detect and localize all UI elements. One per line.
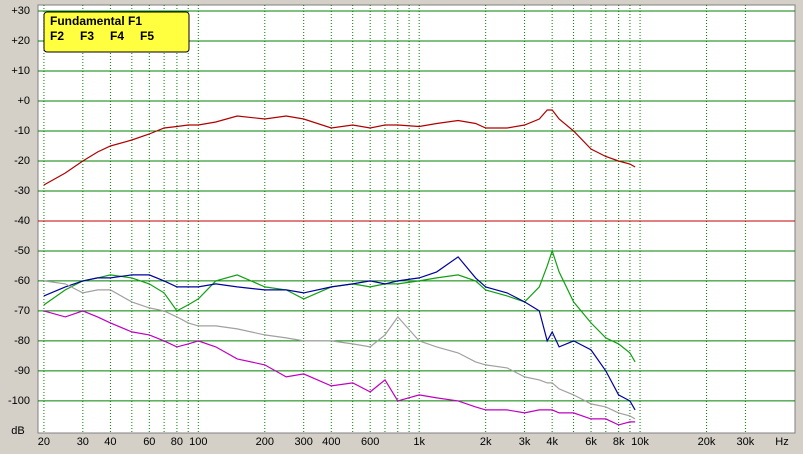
- x-tick-label: 600: [361, 436, 379, 448]
- y-tick-label: +10: [11, 65, 30, 77]
- series-line: [43, 248, 636, 363]
- legend-box: [43, 11, 190, 53]
- x-tick-label: 200: [256, 436, 274, 448]
- x-tick-label: 3k: [519, 436, 531, 448]
- legend-entry: F5: [140, 29, 154, 43]
- y-tick-label: +0: [17, 95, 30, 107]
- series-line: [43, 256, 636, 411]
- x-tick-label: 10k: [631, 436, 649, 448]
- x-tick-label: 2k: [480, 436, 492, 448]
- y-tick-label: -10: [14, 125, 30, 137]
- x-tick-label: 300: [295, 436, 313, 448]
- x-tick-label: 40: [104, 436, 116, 448]
- y-axis-label: dB: [11, 425, 24, 437]
- x-tick-label: 80: [171, 436, 183, 448]
- legend-entry: F4: [110, 29, 124, 43]
- y-tick-label: +20: [11, 35, 30, 47]
- y-tick-label: -70: [14, 305, 30, 317]
- y-tick-label: +30: [11, 5, 30, 17]
- y-tick-label: -60: [14, 275, 30, 287]
- x-tick-label: 30k: [737, 436, 755, 448]
- x-axis-label: Hz: [775, 436, 788, 448]
- x-tick-label: 1k: [413, 436, 425, 448]
- y-tick-label: -80: [14, 335, 30, 347]
- y-tick-label: -50: [14, 245, 30, 257]
- x-tick-label: 60: [143, 436, 155, 448]
- x-tick-label: 20: [38, 436, 50, 448]
- y-tick-label: -20: [14, 155, 30, 167]
- legend-entry: Fundamental F1: [50, 14, 142, 28]
- x-tick-label: 6k: [585, 436, 597, 448]
- x-tick-label: 20k: [698, 436, 716, 448]
- x-tick-label: 8k: [613, 436, 625, 448]
- series-line: [43, 280, 636, 420]
- legend-entry: F3: [80, 29, 94, 43]
- y-tick-label: -90: [14, 365, 30, 377]
- series-line: [43, 109, 636, 186]
- x-tick-label: 4k: [546, 436, 558, 448]
- y-tick-label: -40: [14, 215, 30, 227]
- legend-entry: F2: [50, 29, 64, 43]
- plot-area: [37, 4, 796, 434]
- y-tick-label: -100: [8, 395, 30, 407]
- series-line: [43, 310, 636, 426]
- x-tick-label: 30: [77, 436, 89, 448]
- x-tick-label: 100: [189, 436, 207, 448]
- y-tick-label: -30: [14, 185, 30, 197]
- x-tick-label: 400: [322, 436, 340, 448]
